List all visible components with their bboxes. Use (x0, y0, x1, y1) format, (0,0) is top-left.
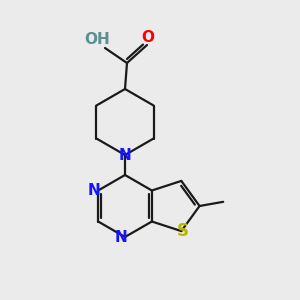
Text: N: N (115, 230, 128, 244)
Text: N: N (88, 183, 100, 198)
Text: N: N (118, 148, 131, 163)
Text: OH: OH (84, 32, 110, 47)
Text: O: O (142, 31, 154, 46)
Text: S: S (176, 222, 188, 240)
